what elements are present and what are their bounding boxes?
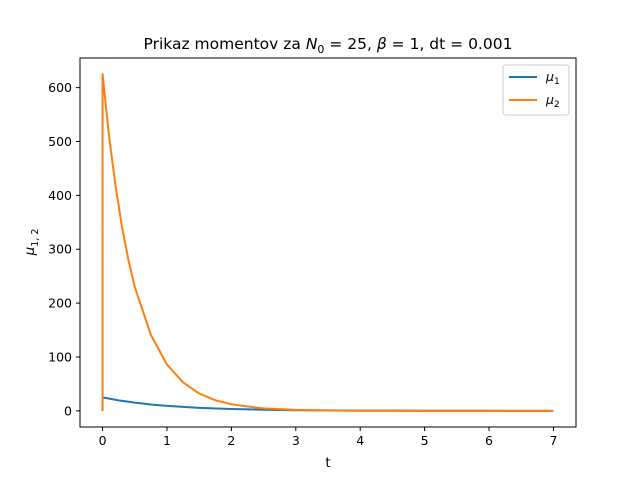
x-tick-label: 5 (421, 433, 429, 448)
plot-frame (79, 57, 577, 428)
y-axis-ticks: 0 100 200 300 400 500 600 (48, 80, 80, 418)
y-tick-label: 0 (64, 403, 72, 418)
x-tick-label: 1 (163, 433, 171, 448)
x-tick-label: 2 (227, 433, 235, 448)
chart-title: Prikaz momentov za N0 = 25, β = 1, dt = … (144, 35, 513, 56)
y-tick-label: 600 (48, 80, 72, 95)
legend-label-mu2: μ2 (545, 92, 560, 110)
y-tick-label: 100 (48, 349, 72, 364)
x-tick-label: 7 (549, 433, 557, 448)
x-tick-label: 4 (356, 433, 364, 448)
x-axis-ticks: 0 1 2 3 4 5 6 7 (99, 427, 557, 448)
y-axis-label: μ1, 2 (22, 229, 41, 257)
series-line-2 (101, 73, 554, 412)
y-tick-label: 400 (48, 188, 72, 203)
series-layer (101, 73, 554, 412)
y-tick-label: 500 (48, 134, 72, 149)
legend-label-mu1: μ1 (545, 69, 560, 87)
y-tick-label: 200 (48, 296, 72, 311)
x-axis-label: t (325, 455, 330, 471)
x-tick-label: 6 (485, 433, 493, 448)
y-tick-label: 300 (48, 242, 72, 257)
legend: μ1 μ2 (502, 64, 570, 116)
x-tick-label: 3 (292, 433, 300, 448)
x-tick-label: 0 (99, 433, 107, 448)
